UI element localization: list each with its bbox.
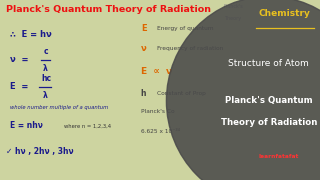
Text: ✓ hν , 2hν , 3hν: ✓ hν , 2hν , 3hν: [6, 147, 74, 156]
Text: Structure of Atom: Structure of Atom: [228, 58, 309, 68]
Text: learnfatafat: learnfatafat: [258, 154, 299, 159]
Text: Energy of quantum: Energy of quantum: [157, 26, 213, 31]
Text: Theory of Radiation: Theory of Radiation: [220, 118, 317, 127]
Text: where n = 1,2,3,4: where n = 1,2,3,4: [64, 123, 111, 129]
Text: E: E: [141, 24, 147, 33]
Text: ν: ν: [141, 44, 147, 53]
Text: Planck's Quantum Theory of Radiation: Planck's Quantum Theory of Radiation: [6, 5, 212, 14]
Text: Theory: Theory: [224, 16, 241, 21]
Text: Planck's Quantum: Planck's Quantum: [225, 96, 313, 105]
Text: ∴  E = hν: ∴ E = hν: [10, 30, 51, 39]
Text: h: h: [141, 89, 146, 98]
Text: hc: hc: [41, 74, 51, 83]
Text: E  ∝  ν: E ∝ ν: [141, 68, 172, 76]
Text: Planck's: Planck's: [224, 4, 244, 9]
Text: c: c: [43, 47, 48, 56]
Text: whole number multiple of a quantum: whole number multiple of a quantum: [10, 105, 108, 111]
Text: Frequency of radiation: Frequency of radiation: [157, 46, 223, 51]
Text: λ: λ: [43, 64, 48, 73]
Text: E  =: E =: [10, 82, 28, 91]
Text: 6.625 x 10⁻³⁴: 6.625 x 10⁻³⁴: [141, 129, 180, 134]
Text: ν  =: ν =: [10, 55, 28, 64]
Text: Planck's Co: Planck's Co: [141, 109, 174, 114]
Ellipse shape: [166, 0, 320, 180]
Text: Constant of Prop: Constant of Prop: [157, 91, 206, 96]
Text: E = nhν: E = nhν: [10, 122, 43, 130]
Text: λ: λ: [43, 91, 48, 100]
Text: Chemistry: Chemistry: [259, 9, 310, 18]
